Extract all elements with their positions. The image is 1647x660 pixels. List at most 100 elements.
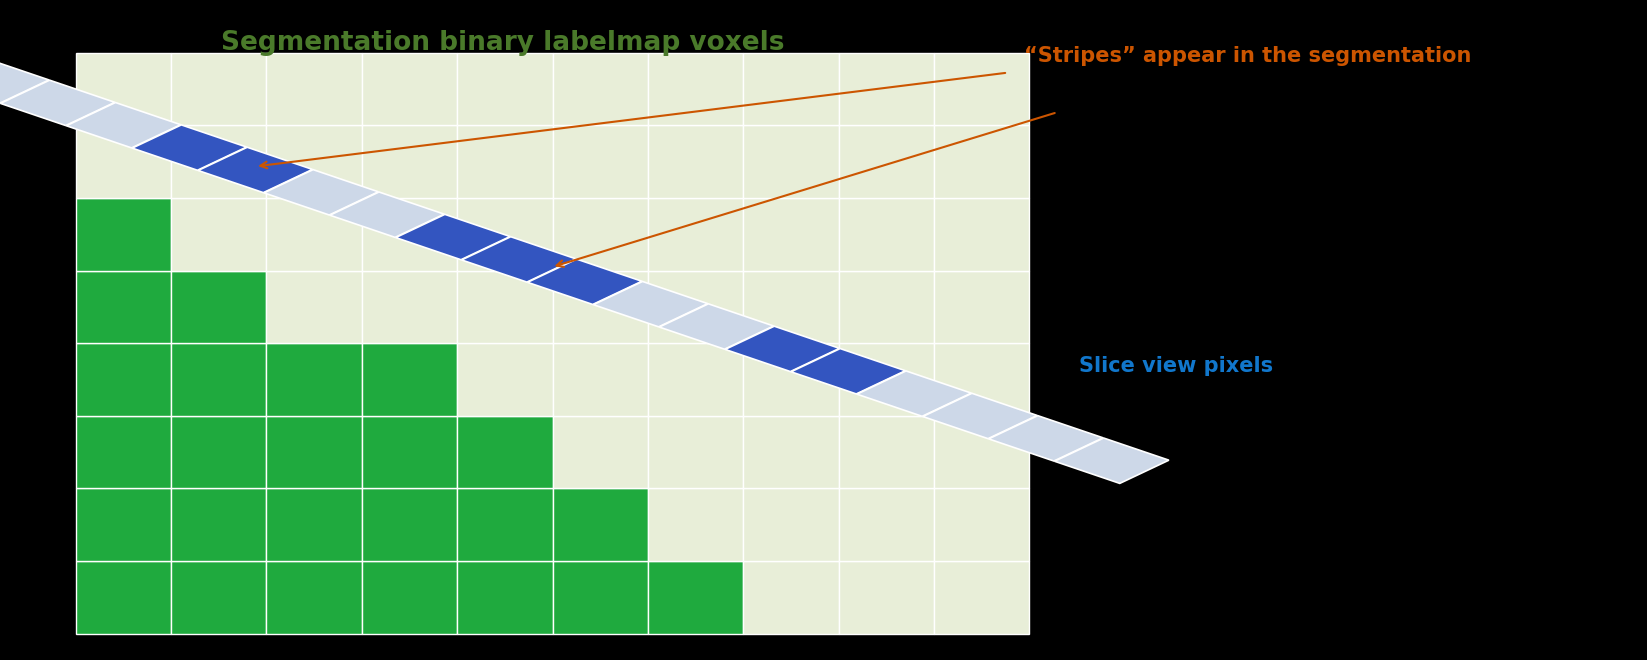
Bar [838,488,934,561]
Bar [934,271,1029,343]
Bar [838,561,934,634]
Polygon shape [66,102,181,148]
Bar [267,125,362,198]
Bar [171,53,267,125]
Bar [743,488,838,561]
Bar [553,53,647,125]
Bar [743,198,838,271]
Polygon shape [461,237,576,282]
Bar [267,271,362,343]
Bar [934,198,1029,271]
Bar [362,53,458,125]
Bar [76,125,171,198]
Bar [458,416,553,488]
Bar [934,343,1029,416]
Bar [76,416,171,488]
Bar [458,488,553,561]
Bar [458,343,553,416]
Bar [743,561,838,634]
Bar [934,488,1029,561]
Text: Slice view pixels: Slice view pixels [1079,356,1273,376]
Polygon shape [0,58,49,103]
Bar [458,125,553,198]
Bar [171,488,267,561]
Text: Segmentation binary labelmap voxels: Segmentation binary labelmap voxels [221,30,784,55]
Bar [743,416,838,488]
Bar [171,271,267,343]
Polygon shape [198,147,313,193]
Bar [647,561,743,634]
Bar [934,53,1029,125]
Polygon shape [1054,438,1169,483]
Bar [934,561,1029,634]
Bar [838,125,934,198]
Polygon shape [329,192,445,238]
Bar [362,343,458,416]
Bar [553,416,647,488]
Bar [76,53,171,125]
Bar [647,53,743,125]
Bar [838,416,934,488]
Bar [171,561,267,634]
Bar [838,271,934,343]
Bar [647,343,743,416]
Bar [743,53,838,125]
Polygon shape [725,326,840,372]
Bar [838,53,934,125]
Bar [76,343,171,416]
Bar [458,271,553,343]
Bar [362,561,458,634]
Bar [553,343,647,416]
Bar [458,53,553,125]
Bar [743,125,838,198]
Bar [76,488,171,561]
Bar [362,488,458,561]
Bar [743,271,838,343]
Bar [267,561,362,634]
Bar [76,561,171,634]
Bar [267,416,362,488]
Bar [458,561,553,634]
Polygon shape [791,348,906,394]
Bar [171,198,267,271]
Polygon shape [856,371,972,416]
Bar [362,416,458,488]
Bar [553,561,647,634]
Bar [647,271,743,343]
Bar [267,198,362,271]
Bar [267,488,362,561]
Bar [553,198,647,271]
Polygon shape [659,304,774,349]
Bar [743,343,838,416]
Bar [267,343,362,416]
Bar [171,343,267,416]
Bar [171,416,267,488]
Bar [838,343,934,416]
Bar [76,198,171,271]
Polygon shape [264,170,379,215]
Bar [838,198,934,271]
Polygon shape [527,259,642,304]
Bar [934,416,1029,488]
Bar [647,198,743,271]
Bar [458,198,553,271]
Polygon shape [593,281,708,327]
Polygon shape [922,393,1038,439]
Text: “Stripes” appear in the segmentation: “Stripes” appear in the segmentation [1024,46,1472,66]
Bar [553,488,647,561]
Bar [553,271,647,343]
Bar [647,488,743,561]
Bar [362,125,458,198]
Bar [647,416,743,488]
Bar [647,125,743,198]
Polygon shape [132,125,247,170]
Polygon shape [988,416,1103,461]
Polygon shape [395,214,511,260]
Bar [362,271,458,343]
Polygon shape [0,80,115,125]
Bar [267,53,362,125]
Bar [171,125,267,198]
Bar [934,125,1029,198]
Bar [76,271,171,343]
Bar [362,198,458,271]
